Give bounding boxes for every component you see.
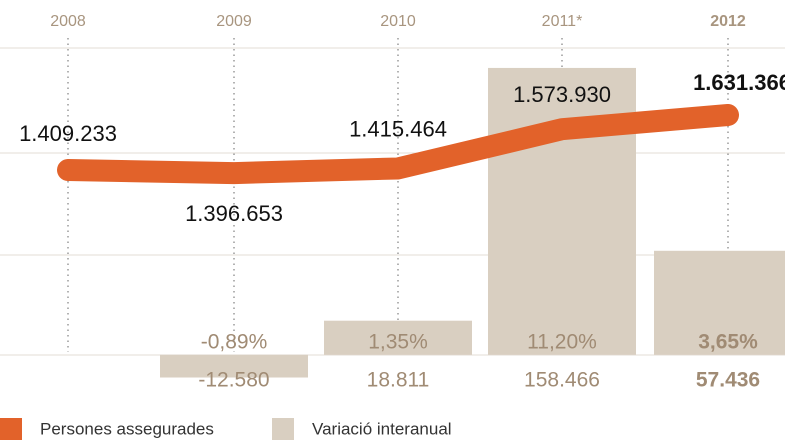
x-tick-label: 2011* xyxy=(542,13,583,30)
percent-label: 3,65% xyxy=(698,331,758,354)
x-tick-label: 2012 xyxy=(710,13,746,30)
x-tick-label: 2010 xyxy=(380,13,416,30)
bar xyxy=(654,250,785,355)
bar xyxy=(488,67,636,355)
x-tick-label: 2008 xyxy=(50,13,86,30)
percent-label: 1,35% xyxy=(368,331,428,354)
x-tick-label: 2009 xyxy=(216,13,252,30)
value-label: 1.409.233 xyxy=(19,121,117,146)
bar xyxy=(324,320,472,355)
value-label: 1.415.464 xyxy=(349,116,447,141)
value-label: 1.631.366 xyxy=(693,70,785,95)
value-label: 1.396.653 xyxy=(185,201,283,226)
line xyxy=(57,104,739,185)
legend-swatch xyxy=(0,418,22,440)
value-label: 158.466 xyxy=(524,369,600,392)
background-grid xyxy=(0,47,785,356)
bar xyxy=(160,354,308,378)
value-label: -12.580 xyxy=(198,369,269,392)
value-label: 1.573.930 xyxy=(513,82,611,107)
legend-swatch xyxy=(272,418,294,440)
percent-label: 11,20% xyxy=(527,331,597,354)
percent-label: -0,89% xyxy=(201,331,268,354)
legend-label: Variació interanual xyxy=(312,419,452,438)
value-label: 18.811 xyxy=(367,369,430,392)
value-label: 57.436 xyxy=(696,369,760,392)
legend-label: Persones assegurades xyxy=(40,419,214,438)
